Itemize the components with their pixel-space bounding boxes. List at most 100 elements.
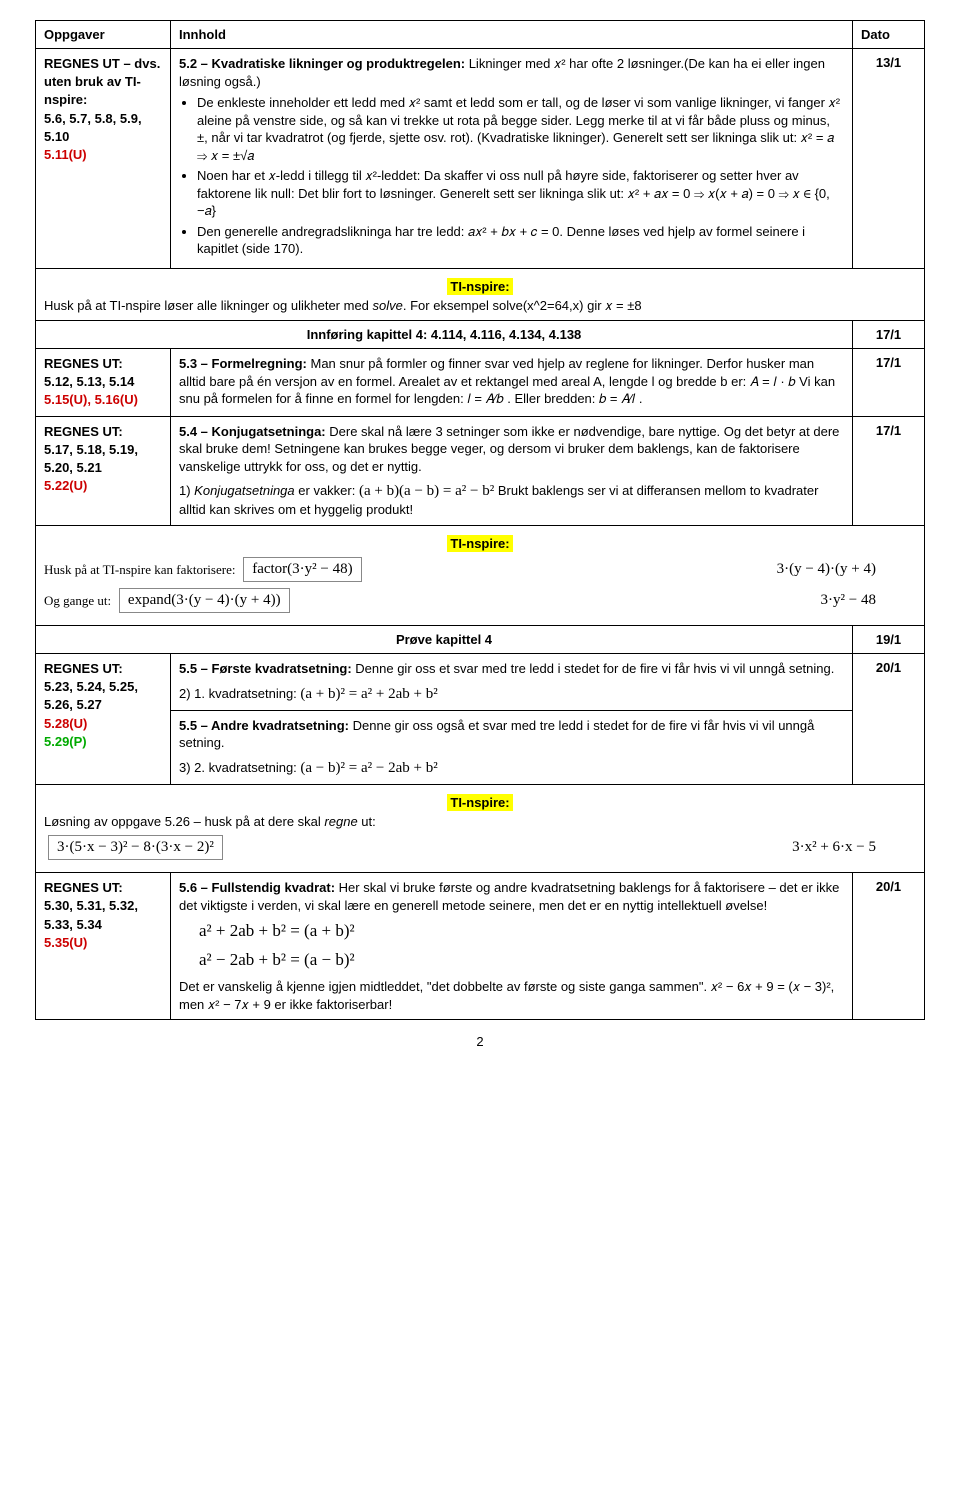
- ti-text: . For eksempel solve(x^2=64,x) gir 𝑥 = ±…: [403, 298, 642, 313]
- cas-input: 3·(5·x − 3)² − 8·(3·x − 2)²: [48, 835, 223, 860]
- prove-row: Prøve kapittel 4 19/1: [36, 626, 925, 654]
- tasks-cell: REGNES UT: 5.30, 5.31, 5.32, 5.33, 5.34 …: [36, 873, 171, 1020]
- formula: (a + b)² = a² + 2ab + b²: [300, 686, 437, 702]
- cas-output: 3·y² − 48: [821, 592, 916, 609]
- ti-note: Løsning av oppgave 5.26 – husk på at der…: [44, 814, 916, 829]
- table-row: REGNES UT – dvs. uten bruk av TI-nspire:…: [36, 49, 925, 269]
- text: 3) 2. kvadratsetning:: [179, 760, 300, 775]
- content-cell: 5.2 – Kvadratiske likninger og produktre…: [171, 49, 853, 269]
- header-content: Innhold: [171, 21, 853, 49]
- list-item: Den generelle andregradslikninga har tre…: [197, 223, 844, 258]
- ti-row: TI-nspire: Husk på at TI-nspire kan fakt…: [36, 526, 925, 626]
- cas-left: Og gange ut: expand(3·(y − 4)·(y + 4)): [44, 588, 290, 613]
- content-cell: 5.6 – Fullstendig kvadrat: Her skal vi b…: [171, 873, 853, 1020]
- prove-title: Prøve kapittel 4: [36, 626, 853, 654]
- section-body: Denne gir oss et svar med tre ledd i ste…: [352, 661, 835, 676]
- text: 1): [179, 483, 194, 498]
- ti-text: Løsning av oppgave 5.26 – husk på at der…: [44, 814, 376, 829]
- ti-label: TI-nspire:: [447, 278, 512, 295]
- tasks-line: REGNES UT – dvs. uten bruk av TI-nspire:: [44, 56, 160, 107]
- date-cell: 13/1: [853, 49, 925, 269]
- ti-note: Husk på at TI-nspire løser alle likninge…: [44, 298, 916, 314]
- lesson-table: Oppgaver Innhold Dato REGNES UT – dvs. u…: [35, 20, 925, 1020]
- ti-row: TI-nspire: Husk på at TI-nspire løser al…: [36, 269, 925, 321]
- ti-label-box: TI-nspire:: [44, 536, 916, 551]
- section-title: 5.5 – Første kvadratsetning:: [179, 661, 352, 676]
- date-cell: 17/1: [853, 416, 925, 525]
- section-title: 5.4 – Konjugatsetninga:: [179, 424, 326, 439]
- ti-cell: TI-nspire: Husk på at TI-nspire kan fakt…: [36, 526, 925, 626]
- date-cell: 19/1: [853, 626, 925, 654]
- list-item: De enkleste inneholder ett ledd med 𝑥² s…: [197, 94, 844, 164]
- cas-left: 3·(5·x − 3)² − 8·(3·x − 2)²: [44, 835, 223, 860]
- tasks-line: 5.23, 5.24, 5.25, 5.26, 5.27: [44, 679, 138, 712]
- formula: a² − 2ab + b² = (a − b)²: [199, 949, 844, 972]
- formula-line: 3) 2. kvadratsetning: (a − b)² = a² − 2a…: [179, 758, 844, 778]
- content-cell: 5.5 – Andre kvadratsetning: Denne gir os…: [171, 710, 853, 784]
- tasks-cell: REGNES UT: 5.23, 5.24, 5.25, 5.26, 5.27 …: [36, 654, 171, 785]
- tasks-line: REGNES UT:: [44, 661, 123, 676]
- date-cell: 17/1: [853, 349, 925, 417]
- ti-cell: TI-nspire: Løsning av oppgave 5.26 – hus…: [36, 785, 925, 873]
- tasks-u: 5.11(U): [44, 147, 87, 162]
- formula-line: 1) Konjugatsetninga er vakker: (a + b)(a…: [179, 481, 844, 519]
- cas-label: Husk på at TI-nspire kan faktorisere:: [44, 562, 235, 578]
- table-row: REGNES UT: 5.17, 5.18, 5.19, 5.20, 5.21 …: [36, 416, 925, 525]
- tasks-line: REGNES UT:: [44, 880, 123, 895]
- formula: (a − b)² = a² − 2ab + b²: [300, 760, 437, 776]
- cas-left: Husk på at TI-nspire kan faktorisere: fa…: [44, 557, 362, 582]
- tasks-u: 5.22(U): [44, 478, 87, 493]
- section-title: 5.3 – Formelregning:: [179, 356, 307, 371]
- text: er vakker:: [295, 483, 359, 498]
- cas-input: expand(3·(y − 4)·(y + 4)): [119, 588, 290, 613]
- bullet-list: De enkleste inneholder ett ledd med 𝑥² s…: [197, 94, 844, 258]
- intro-row: Innføring kapittel 4: 4.114, 4.116, 4.13…: [36, 321, 925, 349]
- ti-label: TI-nspire:: [447, 794, 512, 811]
- ti-label: TI-nspire:: [447, 535, 512, 552]
- formula: (a + b)(a − b) = a² − b²: [359, 483, 494, 499]
- table-row: REGNES UT: 5.30, 5.31, 5.32, 5.33, 5.34 …: [36, 873, 925, 1020]
- list-item: Noen har et 𝑥-ledd i tillegg til 𝑥²-ledd…: [197, 167, 844, 220]
- cas-row: 3·(5·x − 3)² − 8·(3·x − 2)² 3·x² + 6·x −…: [44, 835, 916, 860]
- ti-label-box: TI-nspire:: [44, 795, 916, 810]
- ti-italic: solve: [373, 298, 403, 313]
- cas-output: 3·x² + 6·x − 5: [792, 839, 916, 856]
- header-row: Oppgaver Innhold Dato: [36, 21, 925, 49]
- tasks-line: 5.12, 5.13, 5.14: [44, 374, 134, 389]
- tasks-p: 5.29(P): [44, 734, 87, 749]
- tasks-line: REGNES UT:: [44, 424, 123, 439]
- formula-line: 2) 1. kvadratsetning: (a + b)² = a² + 2a…: [179, 684, 844, 704]
- cas-output: 3·(y − 4)·(y + 4): [777, 561, 916, 578]
- cas-row: Husk på at TI-nspire kan faktorisere: fa…: [44, 557, 916, 582]
- cas-label: Og gange ut:: [44, 593, 111, 609]
- date-cell: 17/1: [853, 321, 925, 349]
- date-cell: 20/1: [853, 873, 925, 1020]
- tasks-cell: REGNES UT – dvs. uten bruk av TI-nspire:…: [36, 49, 171, 269]
- cas-input: factor(3·y² − 48): [243, 557, 361, 582]
- tasks-cell: REGNES UT: 5.12, 5.13, 5.14 5.15(U), 5.1…: [36, 349, 171, 417]
- cas-row: Og gange ut: expand(3·(y − 4)·(y + 4)) 3…: [44, 588, 916, 613]
- ti-label-box: TI-nspire:: [44, 279, 916, 294]
- tail-text: Det er vanskelig å kjenne igjen midtledd…: [179, 978, 844, 1013]
- section-title: 5.5 – Andre kvadratsetning:: [179, 718, 349, 733]
- content-cell: 5.3 – Formelregning: Man snur på formler…: [171, 349, 853, 417]
- header-date: Dato: [853, 21, 925, 49]
- header-tasks: Oppgaver: [36, 21, 171, 49]
- ti-text: Husk på at TI-nspire løser alle likninge…: [44, 298, 373, 313]
- table-row: REGNES UT: 5.12, 5.13, 5.14 5.15(U), 5.1…: [36, 349, 925, 417]
- tasks-u: 5.28(U): [44, 716, 87, 731]
- tasks-line: 5.30, 5.31, 5.32, 5.33, 5.34: [44, 898, 138, 931]
- section-title: 5.2 – Kvadratiske likninger og produktre…: [179, 56, 465, 71]
- content-cell: 5.5 – Første kvadratsetning: Denne gir o…: [171, 654, 853, 711]
- text: 2) 1. kvadratsetning:: [179, 686, 300, 701]
- table-row: REGNES UT: 5.23, 5.24, 5.25, 5.26, 5.27 …: [36, 654, 925, 711]
- ti-cell: TI-nspire: Husk på at TI-nspire løser al…: [36, 269, 925, 321]
- content-cell: 5.4 – Konjugatsetninga: Dere skal nå lær…: [171, 416, 853, 525]
- tasks-cell: REGNES UT: 5.17, 5.18, 5.19, 5.20, 5.21 …: [36, 416, 171, 525]
- formula: a² + 2ab + b² = (a + b)²: [199, 920, 844, 943]
- tasks-line: 5.6, 5.7, 5.8, 5.9, 5.10: [44, 111, 142, 144]
- tasks-u: 5.15(U), 5.16(U): [44, 392, 138, 407]
- italic: Konjugatsetninga: [194, 483, 294, 498]
- tasks-line: 5.17, 5.18, 5.19, 5.20, 5.21: [44, 442, 138, 475]
- date-cell: 20/1: [853, 654, 925, 785]
